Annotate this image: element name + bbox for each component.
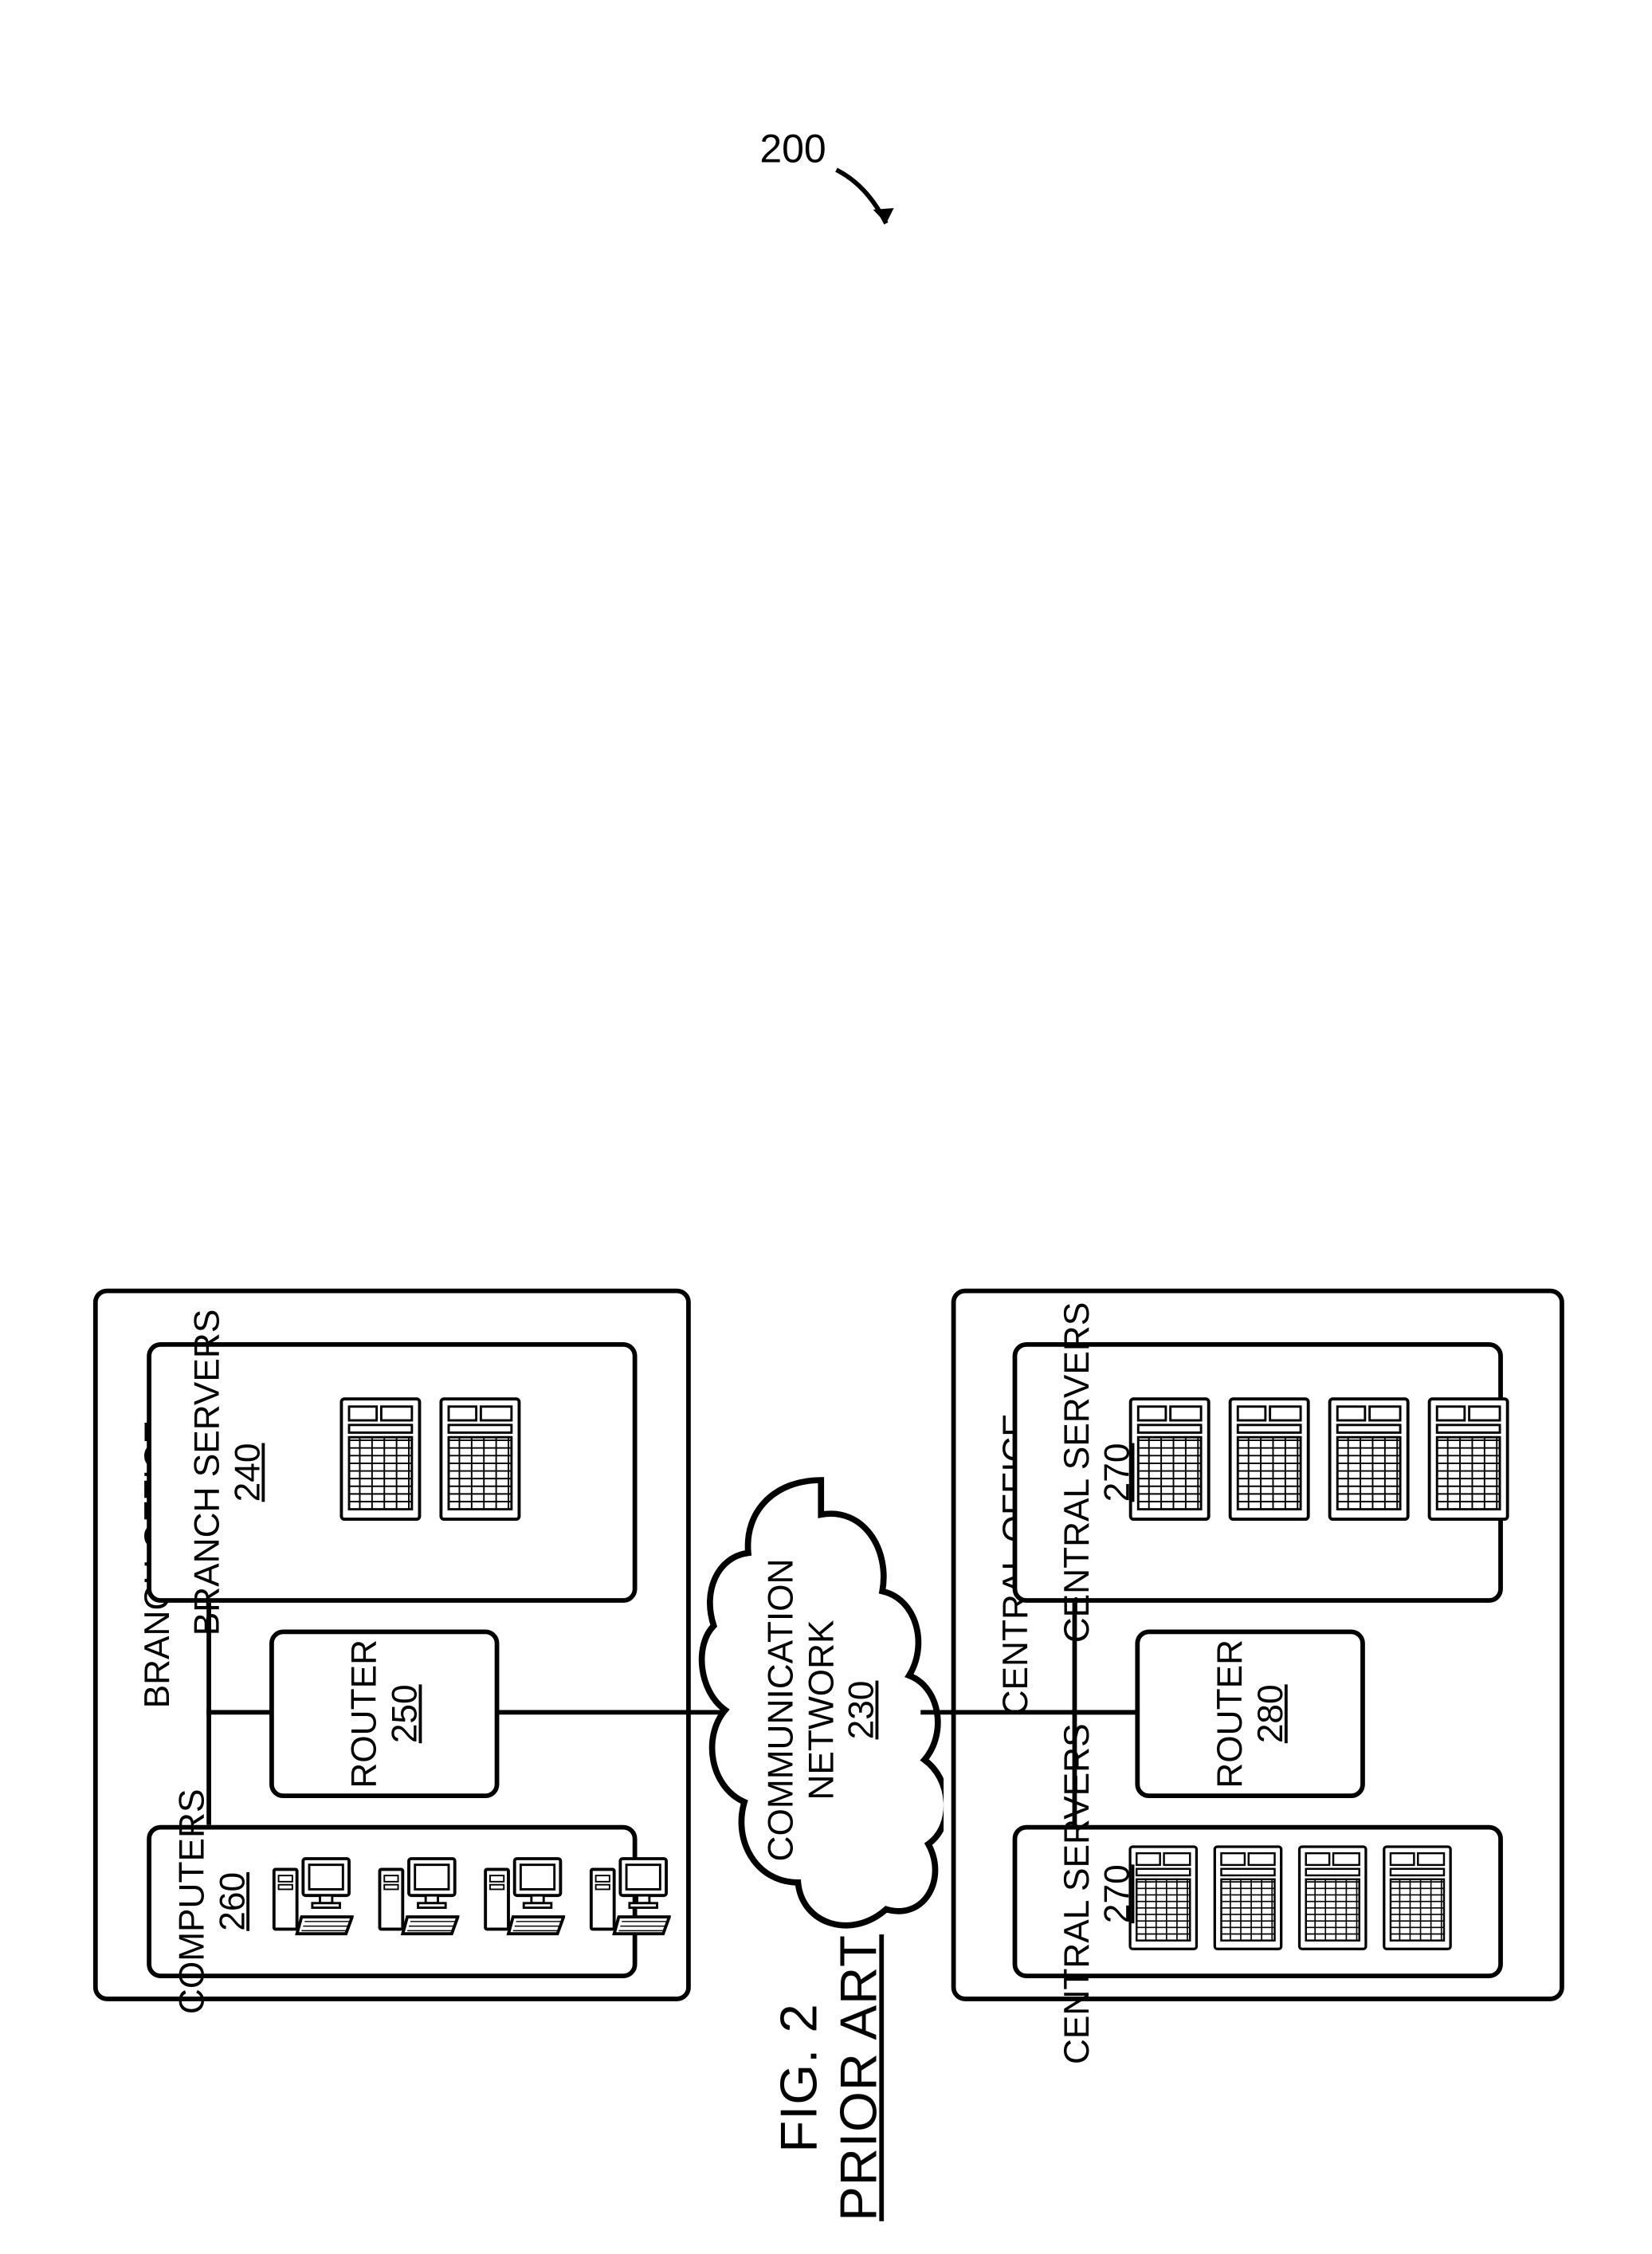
central-servers-top-label-text: CENTRAL SERVERS (1057, 1302, 1097, 1643)
branch-router-ref: 250 (384, 1684, 425, 1743)
branch-servers-label: BRANCH SERVERS 240 (181, 1300, 273, 1645)
connector-line (206, 1710, 272, 1714)
central-servers-top-label: CENTRAL SERVERS 270 (1051, 1281, 1143, 1664)
branch-router-label-text: ROUTER (343, 1639, 384, 1789)
connector-line (499, 1710, 721, 1714)
computer-icon (587, 1854, 671, 1946)
branch-servers-label-text: BRANCH SERVERS (186, 1310, 227, 1636)
network-label-line2: NETWORK (801, 1620, 842, 1800)
branch-computers-row (269, 1854, 671, 1946)
figure-title-line2: PRIOR ART (829, 1934, 889, 2221)
central-servers-top-ref: 270 (1097, 1443, 1137, 1502)
central-servers-top-row (1128, 1396, 1511, 1522)
branch-computers-ref: 260 (212, 1872, 253, 1931)
computer-icon (269, 1854, 354, 1946)
network-label-line1: COMMUNICATION (760, 1559, 801, 1862)
server-icon (1297, 1844, 1368, 1952)
connector-line (920, 1710, 1139, 1714)
central-servers-bottom-row (1128, 1844, 1454, 1952)
server-icon (1382, 1844, 1454, 1952)
central-router-ref: 280 (1250, 1684, 1291, 1743)
branch-router-label: ROUTER 250 (342, 1607, 426, 1821)
figure-ref-text: 200 (759, 126, 826, 171)
server-icon (438, 1396, 523, 1522)
central-servers-bottom-label: CENTRAL SERVERS 270 (1051, 1702, 1143, 2086)
branch-servers-row (339, 1396, 523, 1522)
branch-computers-label: COMPUTERS 260 (166, 1768, 257, 2036)
server-icon (1327, 1396, 1411, 1522)
server-icon (1426, 1396, 1511, 1522)
network-label: COMMUNICATION NETWORK 230 (759, 1526, 882, 1894)
computer-icon (375, 1854, 460, 1946)
server-icon (1227, 1396, 1312, 1522)
figure-title-line1: FIG. 2 (769, 2003, 829, 2152)
server-icon (339, 1396, 423, 1522)
figure-ref-arrow: 200 (759, 124, 912, 250)
network-ref: 230 (842, 1681, 882, 1740)
computer-icon (481, 1854, 565, 1946)
central-router-label-text: ROUTER (1210, 1639, 1250, 1789)
figure-title: FIG. 2 PRIOR ART (767, 1902, 890, 2254)
central-router-label: ROUTER 280 (1208, 1607, 1293, 1821)
branch-servers-ref: 240 (227, 1443, 268, 1502)
central-servers-bottom-ref: 270 (1097, 1864, 1137, 1923)
server-icon (1212, 1844, 1284, 1952)
